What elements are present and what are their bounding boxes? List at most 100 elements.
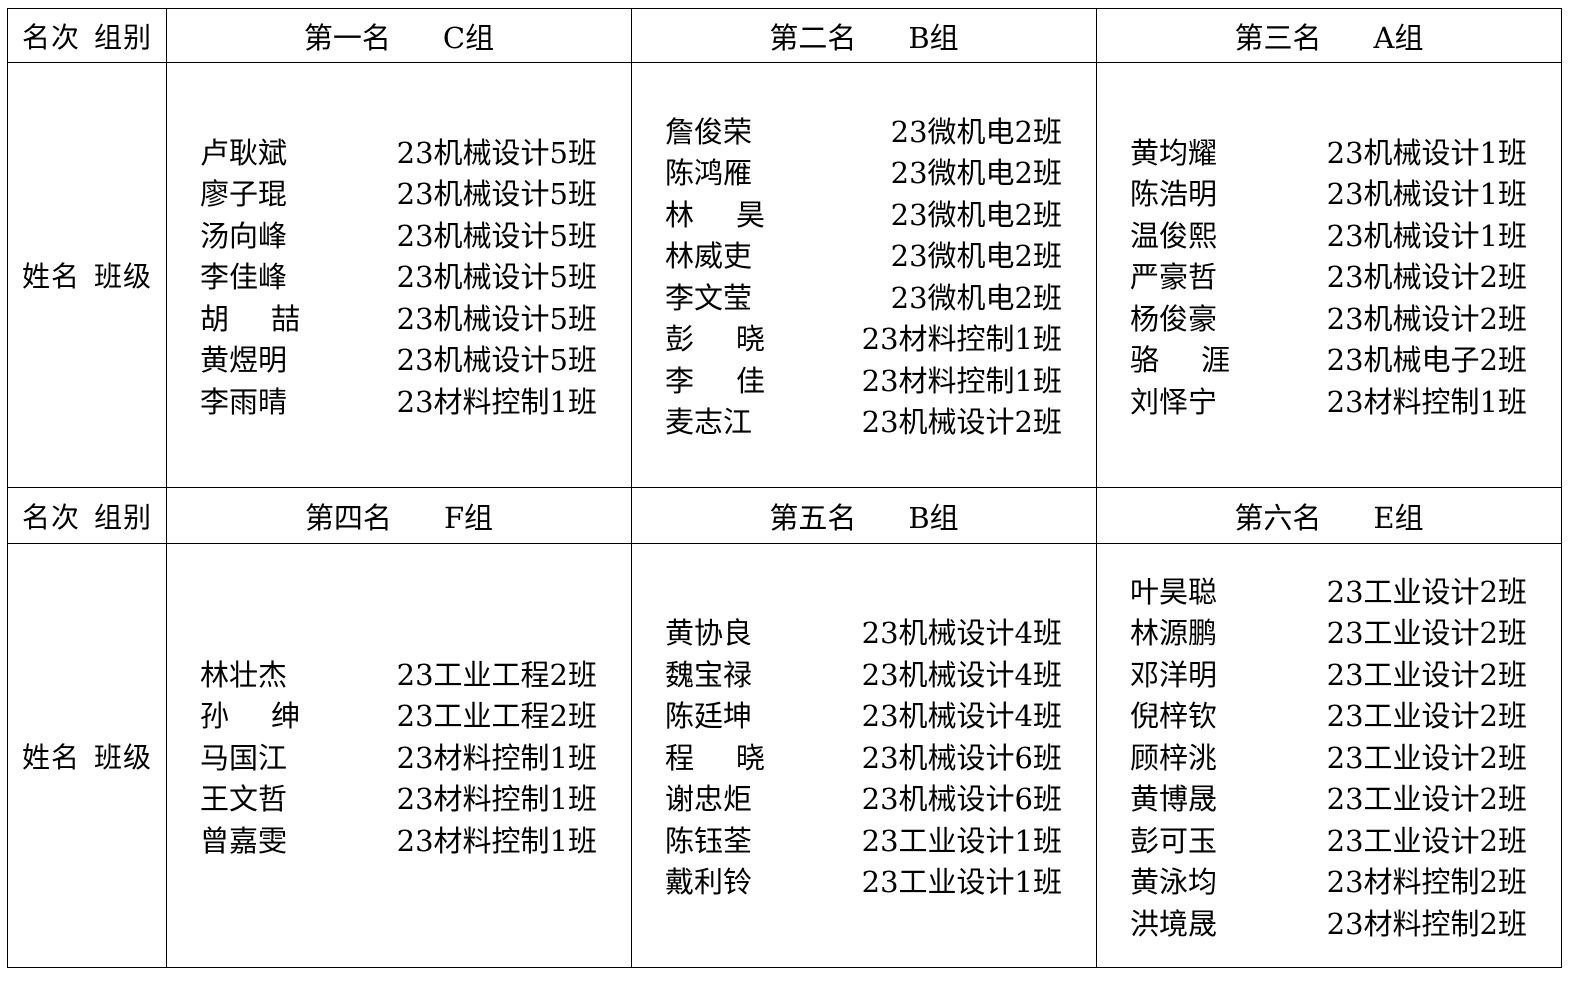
member-row: 孙绅 23工业工程2班 (200, 693, 597, 735)
member-row: 李文莹 23微机电2班 (665, 275, 1062, 317)
member-name: 胡喆 (200, 296, 300, 338)
member-row: 彭晓 23材料控制1班 (665, 317, 1062, 359)
member-class: 23材料控制1班 (861, 322, 1062, 357)
member-row: 廖子琨 23机械设计5班 (200, 171, 597, 213)
group-header: 第三名 A组 (1097, 8, 1562, 63)
member-name: 陈钰荃 (665, 818, 765, 860)
name-char: 彭晓 (665, 322, 808, 357)
member-class: 23工业设计2班 (1326, 657, 1527, 692)
member-row: 严豪哲 23机械设计2班 (1130, 254, 1527, 296)
member-row: 叶昊聪 23工业设计2班 (1130, 569, 1527, 611)
ranking-table: 名次 组别 姓名 班级 第一名 C组 卢耿斌 23机械设计5班 廖子琨 23机械设计5班 汤向峰 23… (7, 8, 1562, 968)
name-text: 黄泳均 (1130, 865, 1218, 899)
member-name: 黄协良 (665, 610, 765, 652)
member-row: 王文哲 23材料控制1班 (200, 776, 597, 818)
member-class: 23工业设计2班 (1326, 574, 1527, 609)
member-row: 顾梓洮 23工业设计2班 (1130, 735, 1527, 777)
member-name: 陈廷坤 (665, 693, 765, 735)
member-name: 温俊熙 (1130, 213, 1230, 255)
name-text: 倪梓钦 (1130, 699, 1218, 733)
member-class: 23机械设计5班 (396, 135, 597, 170)
group-members: 林壮杰 23工业工程2班 孙绅 23工业工程2班 马国江 23材料控制1班 王文哲 23材料控… (167, 544, 632, 968)
member-name: 黄泳均 (1130, 859, 1230, 901)
member-row: 戴利铃 23工业设计1班 (665, 859, 1062, 901)
member-row: 陈浩明 23机械设计1班 (1130, 171, 1527, 213)
member-name: 陈鸿雁 (665, 150, 765, 192)
member-class: 23工业工程2班 (396, 657, 597, 692)
member-name: 廖子琨 (200, 171, 300, 213)
row-header-label: 名次 组别 (7, 8, 167, 63)
member-name: 马国江 (200, 735, 300, 777)
row-body-label: 姓名 班级 (7, 63, 167, 488)
name-text: 陈钰荃 (665, 823, 753, 858)
member-class: 23材料控制2班 (1326, 865, 1527, 899)
member-name: 王文哲 (200, 776, 300, 818)
name-text: 黄协良 (665, 616, 753, 650)
member-name: 魏宝禄 (665, 652, 765, 694)
member-class: 23机械设计1班 (1326, 135, 1527, 170)
name-text: 廖子琨 (200, 177, 288, 211)
member-class: 23机械设计6班 (861, 782, 1062, 816)
member-row: 李佳 23材料控制1班 (665, 358, 1062, 400)
member-class: 23工业设计2班 (1326, 616, 1527, 650)
member-name: 李佳 (665, 358, 765, 400)
name-text: 黄煜明 (200, 343, 288, 377)
member-name: 曾嘉雯 (200, 818, 300, 860)
name-text: 叶昊聪 (1130, 574, 1218, 609)
member-name: 黄均耀 (1130, 130, 1230, 172)
member-row: 黄协良 23机械设计4班 (665, 610, 1062, 652)
member-class: 23机械设计4班 (861, 657, 1062, 692)
name-text: 麦志江 (665, 405, 753, 440)
member-name: 杨俊豪 (1130, 296, 1230, 338)
group-name: B组 (908, 500, 959, 535)
group-members: 卢耿斌 23机械设计5班 廖子琨 23机械设计5班 汤向峰 23机械设计5班 李佳峰 23机械… (167, 63, 632, 488)
member-row: 程晓 23机械设计6班 (665, 735, 1062, 777)
member-class: 23机械设计4班 (861, 616, 1062, 650)
name-text: 马国江 (200, 740, 288, 775)
member-row: 陈廷坤 23机械设计4班 (665, 693, 1062, 735)
group-header: 第五名 B组 (632, 488, 1097, 544)
name-text: 李文莹 (665, 280, 753, 315)
row-body-label: 姓名 班级 (7, 544, 167, 968)
member-class: 23机械设计1班 (1326, 177, 1527, 211)
member-class: 23微机电2班 (890, 156, 1062, 191)
member-name: 叶昊聪 (1130, 569, 1230, 611)
name-text: 黄博晟 (1130, 782, 1218, 816)
member-name: 黄煜明 (200, 337, 300, 379)
group-header: 第一名 C组 (167, 8, 632, 63)
member-name: 刘怿宁 (1130, 379, 1230, 421)
member-name: 林威吏 (665, 233, 765, 275)
name-text: 顾梓洮 (1130, 740, 1218, 775)
member-row: 杨俊豪 23机械设计2班 (1130, 296, 1527, 338)
member-name: 林源鹏 (1130, 610, 1230, 652)
member-row: 卢耿斌 23机械设计5班 (200, 130, 597, 172)
member-row: 陈鸿雁 23微机电2班 (665, 151, 1062, 193)
member-class: 23工业设计2班 (1326, 782, 1527, 816)
member-class: 23机械设计5班 (396, 218, 597, 253)
member-name: 邓洋明 (1130, 652, 1230, 694)
member-class: 23材料控制1班 (396, 384, 597, 419)
member-row: 李雨晴 23材料控制1班 (200, 379, 597, 421)
member-class: 23机械设计5班 (396, 260, 597, 294)
name-char: 骆涯 (1130, 343, 1273, 377)
member-row: 林昊 23微机电2班 (665, 192, 1062, 234)
member-row: 林威吏 23微机电2班 (665, 234, 1062, 276)
member-name: 汤向峰 (200, 213, 300, 255)
member-class: 23工业设计2班 (1326, 823, 1527, 858)
member-name: 谢忠炬 (665, 776, 765, 818)
group-name: B组 (908, 20, 959, 55)
member-name: 洪境晟 (1130, 901, 1230, 943)
member-class: 23机械设计1班 (1326, 218, 1527, 253)
member-class: 23机械设计5班 (396, 343, 597, 377)
name-text: 林威吏 (665, 239, 753, 274)
rank-title: 第五名 (769, 500, 857, 535)
member-class: 23机械设计2班 (1326, 301, 1527, 336)
member-class: 23机械设计6班 (861, 740, 1062, 775)
member-row: 詹俊荣 23微机电2班 (665, 109, 1062, 151)
member-row: 邓洋明 23工业设计2班 (1130, 652, 1527, 694)
rank-title: 第三名 (1234, 20, 1322, 55)
name-text: 陈浩明 (1130, 177, 1218, 211)
name-text: 洪境晟 (1130, 906, 1218, 941)
member-class: 23机械设计2班 (1326, 260, 1527, 294)
member-class: 23工业设计1班 (861, 823, 1062, 858)
